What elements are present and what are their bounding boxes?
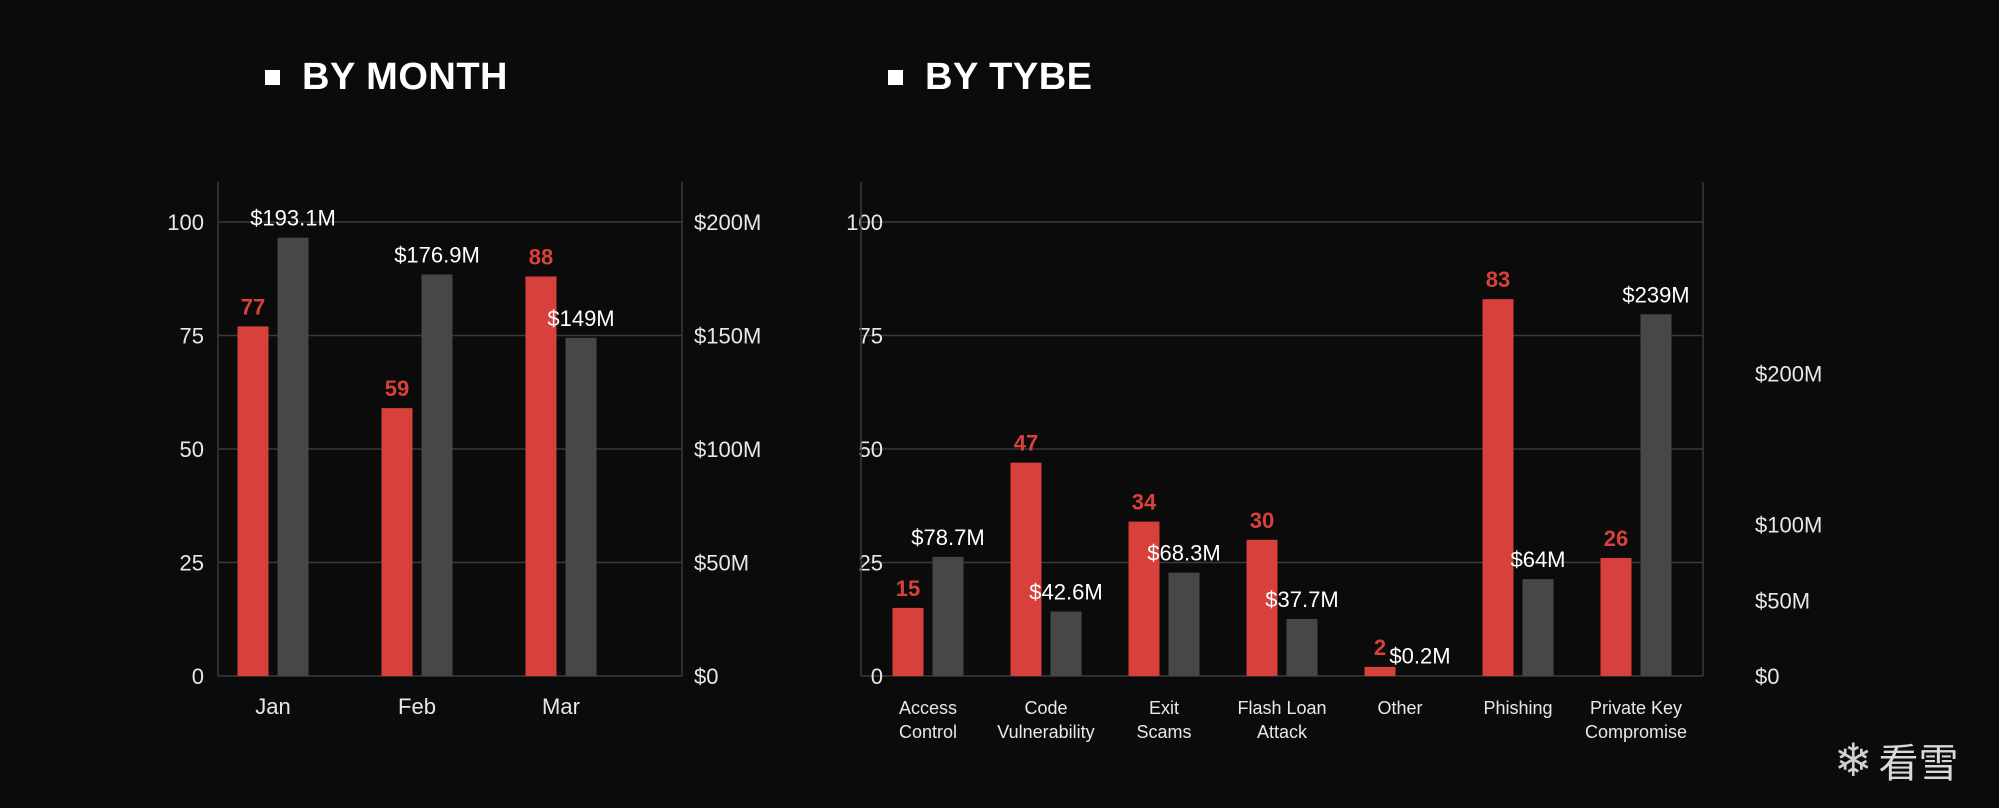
amount-data-label: $42.6M xyxy=(1029,580,1102,605)
count-data-label: 2 xyxy=(1374,635,1386,660)
title-bullet-icon xyxy=(888,70,903,85)
count-data-label: 15 xyxy=(896,576,920,601)
right-axis-tick-label: $150M xyxy=(694,324,761,349)
type-chart-title: BY TYBE xyxy=(888,56,1093,99)
amount-bar xyxy=(1286,618,1318,676)
left-axis-tick-label: 0 xyxy=(192,664,204,689)
amount-bar xyxy=(1640,314,1672,676)
category-tick-label: Attack xyxy=(1257,722,1308,742)
count-data-label: 26 xyxy=(1604,526,1628,551)
amount-data-label: $176.9M xyxy=(394,242,480,267)
amount-bar xyxy=(1168,572,1200,676)
category-tick-label: Control xyxy=(899,722,957,742)
left-axis-tick-label: 25 xyxy=(859,551,883,576)
count-data-label: 34 xyxy=(1132,490,1157,515)
left-axis-tick-label: 75 xyxy=(180,324,204,349)
left-axis-tick-label: 75 xyxy=(859,324,883,349)
amount-data-label: $0.2M xyxy=(1389,644,1450,669)
amount-data-label: $64M xyxy=(1510,547,1565,572)
category-tick-label: Exit xyxy=(1149,698,1179,718)
amount-data-label: $37.7M xyxy=(1265,587,1338,612)
right-axis-tick-label: $200M xyxy=(1755,361,1822,386)
category-tick-label: Scams xyxy=(1136,722,1191,742)
right-axis-tick-label: $0 xyxy=(1755,664,1779,689)
watermark: ❄ 看雪 xyxy=(1834,731,1959,789)
category-tick-label: Feb xyxy=(398,694,436,719)
right-axis-tick-label: $100M xyxy=(694,437,761,462)
month-chart-title: BY MONTH xyxy=(265,56,508,99)
count-bar xyxy=(1010,462,1042,676)
count-bar xyxy=(1128,521,1160,676)
amount-bar xyxy=(421,274,453,676)
category-tick-label: Mar xyxy=(542,694,580,719)
snowflake-icon: ❄ xyxy=(1834,733,1873,787)
category-tick-label: Phishing xyxy=(1483,698,1552,718)
amount-bar xyxy=(565,337,597,676)
count-bar xyxy=(1600,557,1632,676)
right-axis-tick-label: $50M xyxy=(694,551,749,576)
right-axis-tick-label: $50M xyxy=(1755,588,1810,613)
count-bar xyxy=(892,607,924,676)
count-bar xyxy=(237,326,269,676)
left-axis-tick-label: 25 xyxy=(180,551,204,576)
category-tick-label: Other xyxy=(1377,698,1422,718)
amount-bar xyxy=(1522,579,1554,676)
amount-data-label: $239M xyxy=(1622,282,1689,307)
count-bar xyxy=(381,408,413,676)
left-axis-tick-label: 50 xyxy=(859,437,883,462)
count-data-label: 83 xyxy=(1486,267,1510,292)
left-axis-tick-label: 0 xyxy=(871,664,883,689)
right-axis-tick-label: $200M xyxy=(694,210,761,235)
watermark-text: 看雪 xyxy=(1878,741,1959,787)
category-tick-label: Access xyxy=(899,698,957,718)
category-tick-label: Jan xyxy=(255,694,290,719)
count-data-label: 47 xyxy=(1014,431,1038,456)
count-data-label: 77 xyxy=(241,294,265,319)
count-bar xyxy=(1364,666,1396,676)
amount-bar xyxy=(1050,611,1082,676)
category-tick-label: Private Key xyxy=(1590,698,1682,718)
category-tick-label: Compromise xyxy=(1585,722,1687,742)
count-data-label: 88 xyxy=(529,244,553,269)
amount-data-label: $149M xyxy=(547,306,614,331)
month-chart-title-text: BY MONTH xyxy=(302,56,508,98)
category-tick-label: Vulnerability xyxy=(997,722,1094,742)
left-axis-tick-label: 100 xyxy=(846,210,883,235)
right-axis-tick-label: $100M xyxy=(1755,513,1822,538)
amount-bar xyxy=(277,237,309,676)
type-chart-title-text: BY TYBE xyxy=(925,56,1093,98)
count-bar xyxy=(1482,299,1514,676)
amount-data-label: $193.1M xyxy=(250,206,336,231)
right-axis-tick-label: $0 xyxy=(694,664,718,689)
left-axis-tick-label: 50 xyxy=(180,437,204,462)
count-bar xyxy=(525,276,557,676)
title-bullet-icon xyxy=(265,70,280,85)
count-data-label: 30 xyxy=(1250,508,1274,533)
category-tick-label: Code xyxy=(1024,698,1067,718)
count-bar xyxy=(1246,539,1278,676)
left-axis-tick-label: 100 xyxy=(167,210,204,235)
count-data-label: 59 xyxy=(385,376,409,401)
amount-data-label: $78.7M xyxy=(911,525,984,550)
category-tick-label: Flash Loan xyxy=(1237,698,1326,718)
amount-bar xyxy=(932,556,964,676)
amount-data-label: $68.3M xyxy=(1147,541,1220,566)
